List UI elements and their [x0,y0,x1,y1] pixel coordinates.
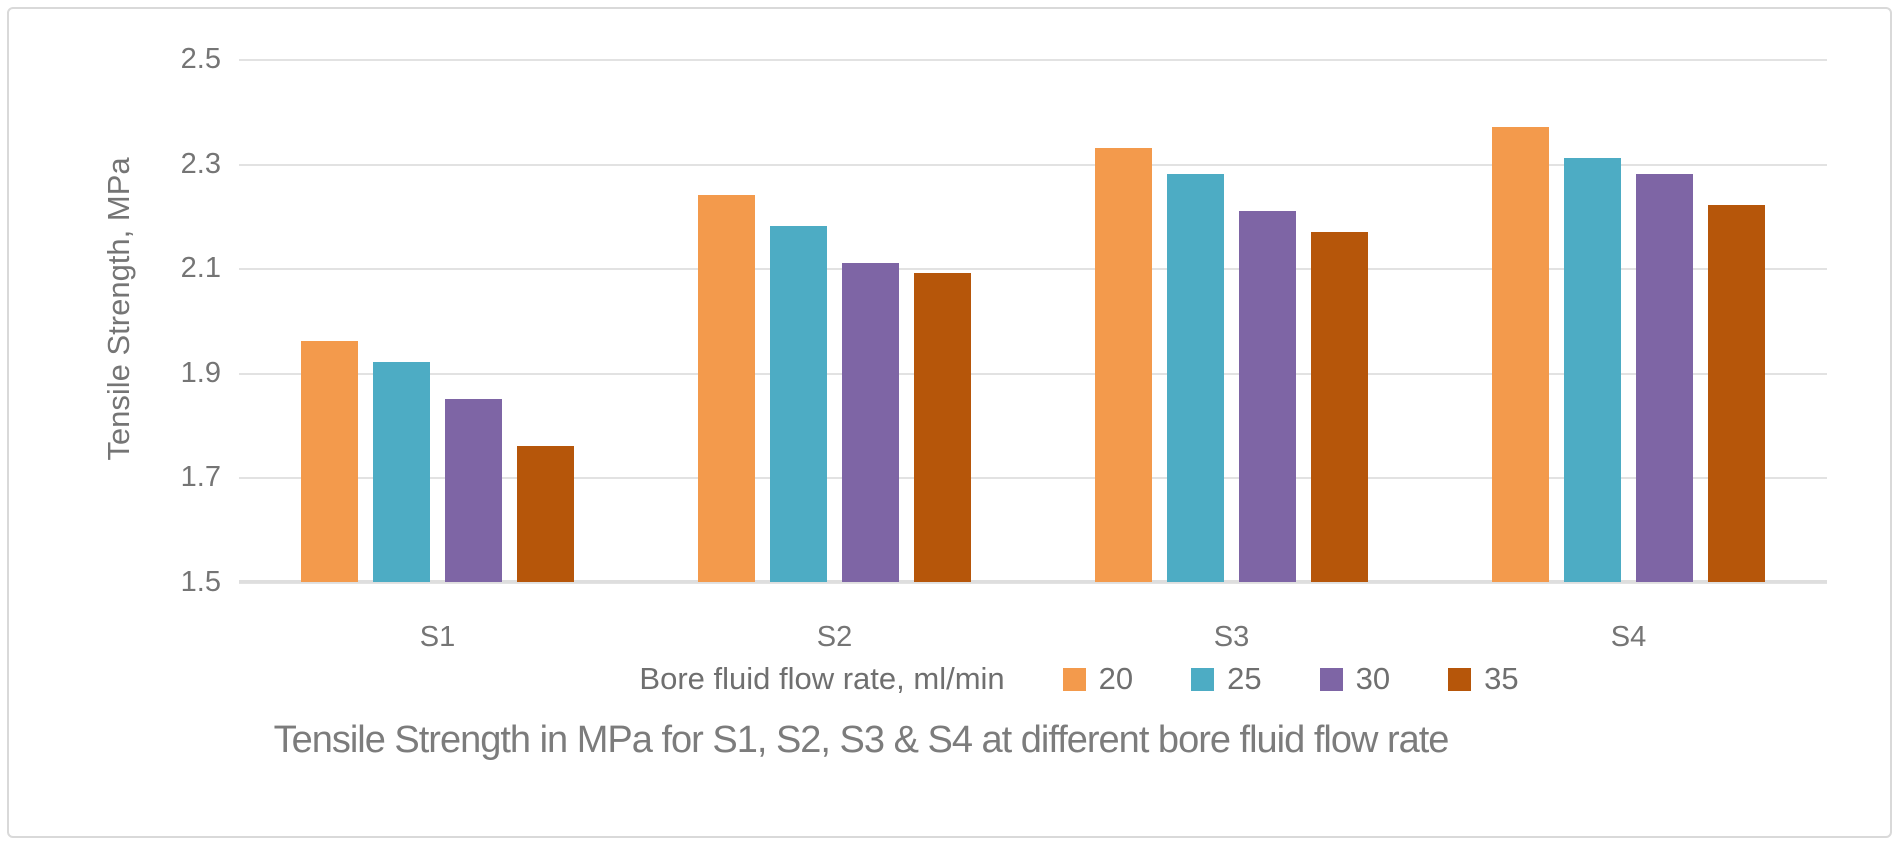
bar-S4-25 [1564,158,1621,582]
y-tick-label-1.7: 1.7 [180,461,221,494]
x-category-label-S2: S2 [816,621,853,653]
plot-area [239,59,1827,584]
legend-item-20: 20 [1062,661,1134,697]
y-axis-title: Tensile Strength, MPa [101,157,136,461]
legend-label-25: 25 [1227,661,1262,696]
bar-S4-35 [1708,205,1765,582]
bar-S4-20 [1492,127,1549,582]
y-tick-label-1.9: 1.9 [180,356,221,389]
legend-label-30: 30 [1355,661,1391,696]
bar-group-S4 [1430,59,1827,582]
gridline-y-2.1 [239,268,1827,271]
bar-group-S3 [1033,59,1430,582]
legend-swatch-30 [1319,667,1343,691]
gridline-y-2.3 [239,163,1827,166]
bar-group-S2 [636,59,1033,582]
bar-S1-35 [517,446,574,582]
legend-item-25: 25 [1191,661,1262,697]
gridline-y-2.5 [239,59,1827,61]
legend-item-35: 35 [1448,661,1519,697]
y-tick-label-1.5: 1.5 [180,566,221,598]
x-category-label-S3: S3 [1213,621,1250,653]
bar-S1-25 [373,362,430,582]
y-tick-label-2.3: 2.3 [180,147,221,180]
bar-S3-30 [1239,210,1296,582]
legend-label-20: 20 [1098,661,1134,696]
gridline-y-1.9 [239,372,1827,375]
legend-swatch-20 [1062,667,1086,691]
figure-frame: Tensile Strength, MPa Bore fluid flow ra… [7,7,1892,838]
bar-S1-30 [445,398,502,582]
gridline-y-1.7 [239,477,1827,480]
bar-S1-20 [301,341,358,582]
gridline-y-1.5 [239,582,1827,584]
legend-swatch-35 [1448,667,1472,691]
bar-S4-30 [1636,174,1693,582]
bar-S2-25 [770,226,827,582]
bar-group-S1 [239,59,636,582]
bar-S3-20 [1095,147,1152,582]
x-axis-title: Bore fluid flow rate, ml/min [639,661,1005,696]
chart-title: Tensile Strength in MPa for S1, S2, S3 &… [273,719,1450,761]
x-category-label-S1: S1 [419,621,456,653]
legend-swatch-25 [1191,667,1215,691]
bar-S2-20 [698,194,755,582]
legend: Bore fluid flow rate, ml/min 20 25 30 35 [284,657,1874,701]
y-tick-label-2.5: 2.5 [180,43,221,75]
y-tick-label-2.1: 2.1 [180,252,221,285]
x-category-label-S4: S4 [1610,621,1647,653]
bar-S3-25 [1167,174,1224,582]
legend-item-30: 30 [1319,661,1391,697]
bar-S2-30 [842,262,899,582]
bar-S3-35 [1311,231,1368,582]
x-axis-line [239,580,1827,583]
bar-S2-35 [914,273,971,582]
legend-label-35: 35 [1484,661,1519,696]
